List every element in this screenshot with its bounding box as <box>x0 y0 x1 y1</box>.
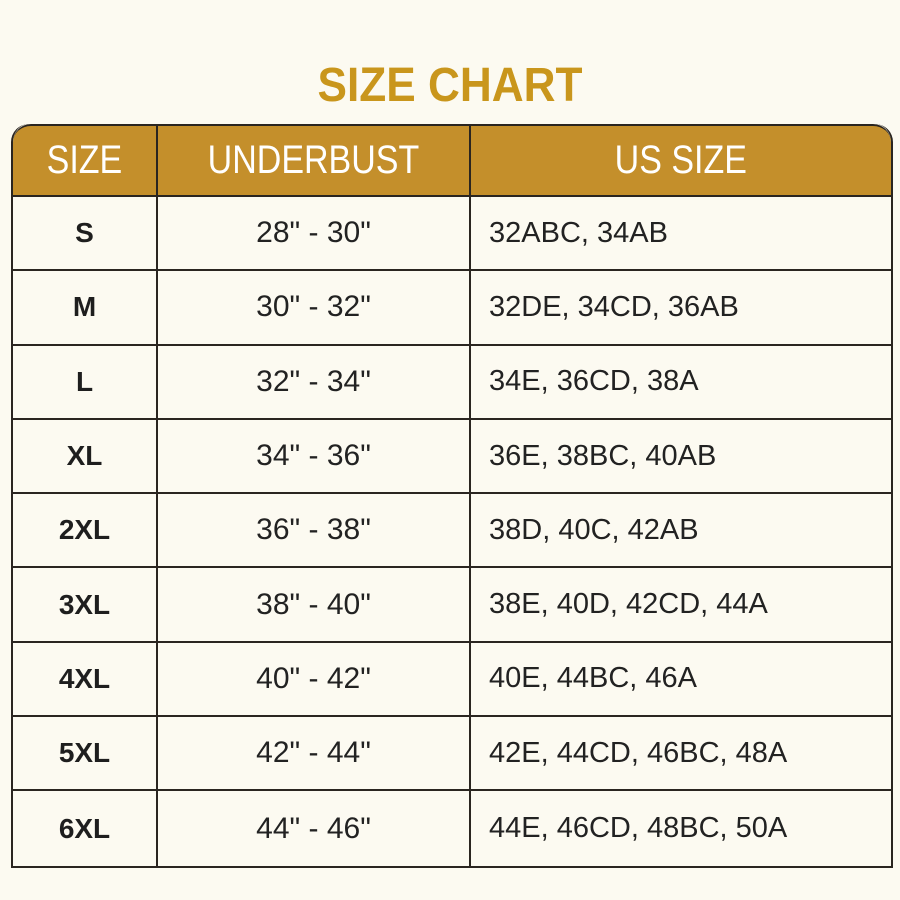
underbust-cell: 38" - 40" <box>158 568 471 641</box>
table-row: S 28" - 30" 32ABC, 34AB <box>13 197 891 272</box>
us-size-cell: 38E, 40D, 42CD, 44A <box>489 588 768 621</box>
table-row: M 30" - 32" 32DE, 34CD, 36AB <box>13 271 891 346</box>
table-row: 5XL 42" - 44" 42E, 44CD, 46BC, 48A <box>13 717 891 792</box>
size-cell: S <box>13 197 158 270</box>
underbust-cell: 40" - 42" <box>158 642 471 716</box>
size-cell: L <box>13 345 158 418</box>
table-row: XL 34" - 36" 36E, 38BC, 40AB <box>13 419 891 495</box>
underbust-cell: 30" - 32" <box>158 271 471 344</box>
header-underbust: UNDERBUST <box>158 126 471 195</box>
header-size-label: SIZE <box>46 138 123 182</box>
us-size-cell: 40E, 44BC, 46A <box>489 662 697 695</box>
us-size-cell: 38D, 40C, 42AB <box>489 513 699 546</box>
table-row: L 32" - 34" 34E, 36CD, 38A <box>13 345 891 420</box>
underbust-cell: 42" - 44" <box>158 717 471 790</box>
size-cell: 5XL <box>13 717 158 790</box>
table-row: 4XL 40" - 42" 40E, 44BC, 46A <box>13 642 891 718</box>
underbust-cell: 32" - 34" <box>158 345 471 418</box>
underbust-cell: 34" - 36" <box>158 419 471 493</box>
size-cell: 2XL <box>13 494 158 567</box>
us-size-cell: 44E, 46CD, 48BC, 50A <box>489 812 788 845</box>
us-size-cell: 32ABC, 34AB <box>489 216 668 249</box>
size-cell: XL <box>13 419 158 493</box>
underbust-cell: 36" - 38" <box>158 494 471 567</box>
table-header: SIZE UNDERBUST US SIZE <box>13 124 891 197</box>
us-size-cell: 36E, 38BC, 40AB <box>489 439 717 472</box>
header-size: SIZE <box>13 126 158 195</box>
us-size-cell: 32DE, 34CD, 36AB <box>489 290 739 323</box>
table-row: 2XL 36" - 38" 38D, 40C, 42AB <box>13 494 891 569</box>
size-cell: 6XL <box>13 791 158 866</box>
us-size-cell: 34E, 36CD, 38A <box>489 365 699 398</box>
underbust-cell: 28" - 30" <box>158 197 471 270</box>
table-row: 6XL 44" - 46" 44E, 46CD, 48BC, 50A <box>13 791 891 866</box>
header-us-size-label: US SIZE <box>614 138 748 182</box>
us-size-cell: 42E, 44CD, 46BC, 48A <box>489 736 788 769</box>
header-us-size: US SIZE <box>471 126 891 195</box>
header-underbust-label: UNDERBUST <box>207 138 420 182</box>
size-chart-table: SIZE UNDERBUST US SIZE S 28" - 30" 32ABC, … <box>11 124 893 868</box>
underbust-cell: 44" - 46" <box>158 791 471 866</box>
size-cell: 4XL <box>13 642 158 716</box>
size-cell: 3XL <box>13 568 158 641</box>
table-row: 3XL 38" - 40" 38E, 40D, 42CD, 44A <box>13 568 891 643</box>
size-cell: M <box>13 271 158 344</box>
page-title: SIZE CHART <box>317 59 583 112</box>
